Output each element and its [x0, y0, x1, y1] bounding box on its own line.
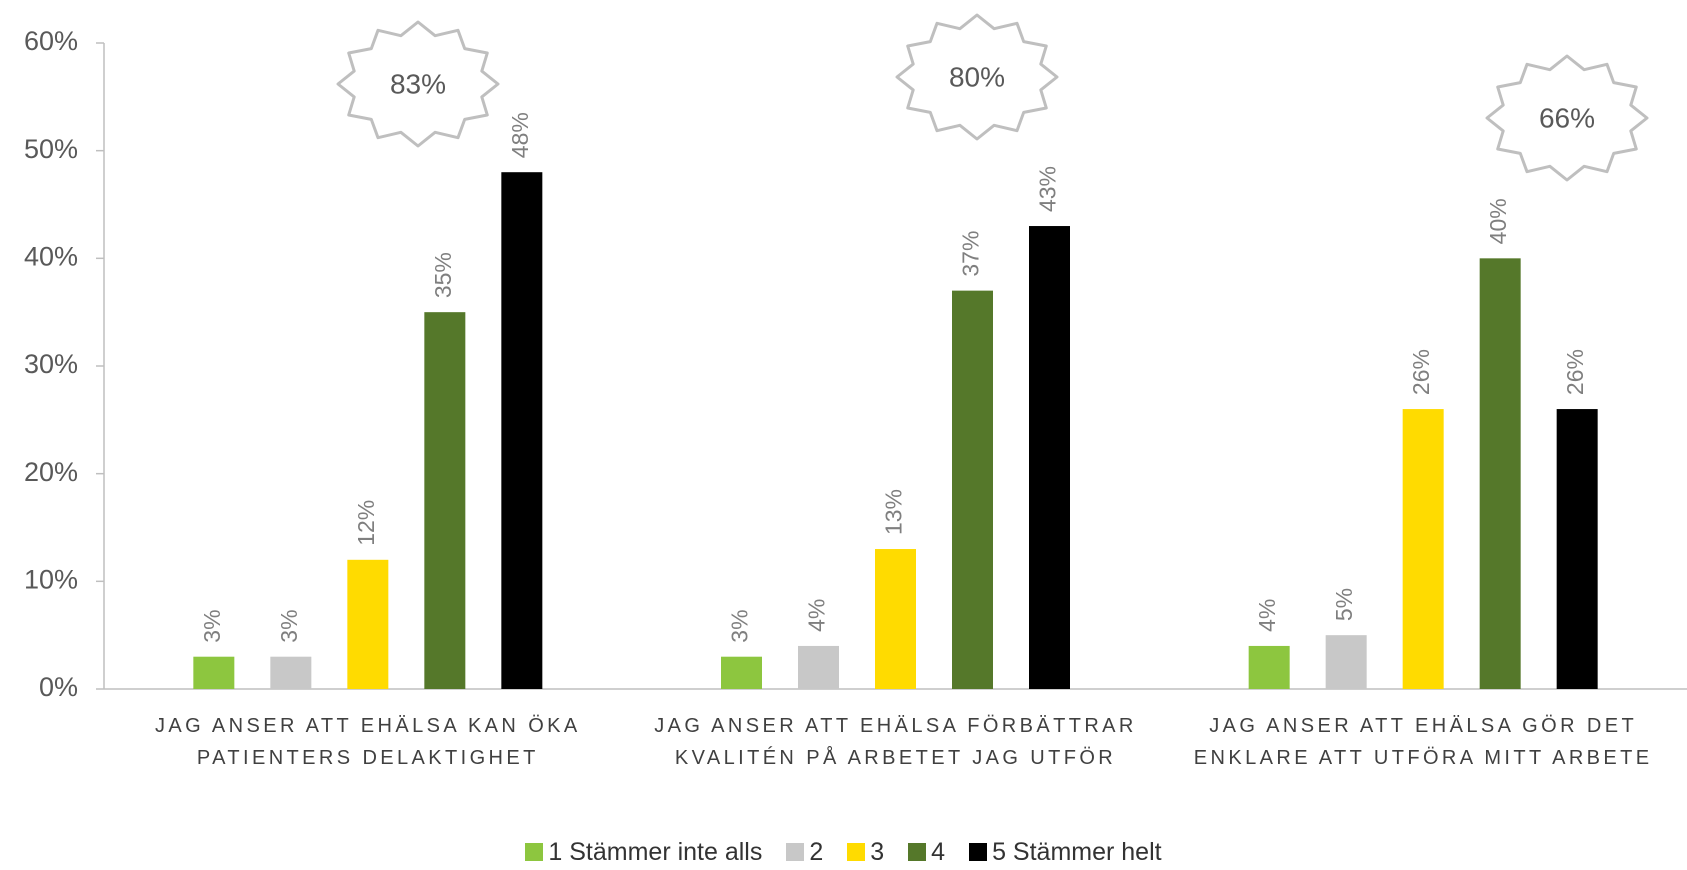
value-label: 35%: [430, 252, 456, 298]
x-tick-label: JAG ANSER ATT EHÄLSA GÖR DET ENKLARE ATT…: [1193, 715, 1653, 769]
annotation: 83%: [390, 68, 446, 99]
value-label: 26%: [1562, 349, 1588, 395]
legend-label: 1 Stämmer inte alls: [548, 838, 763, 866]
value-label: 3%: [727, 609, 753, 642]
value-label: 26%: [1408, 349, 1434, 395]
bar: [1479, 258, 1521, 689]
bar: [1248, 645, 1290, 689]
starburst: [1485, 54, 1649, 182]
legend-swatch: [969, 843, 988, 861]
bar: [193, 656, 235, 689]
bar: [798, 645, 839, 689]
annotation: 80%: [949, 61, 1005, 92]
y-tick-label: 0%: [39, 672, 78, 702]
bar: [424, 312, 466, 689]
y-tick-label: 20%: [24, 457, 78, 487]
bar: [721, 656, 762, 689]
annotation: 66%: [1539, 102, 1595, 133]
legend-swatch: [525, 843, 544, 861]
x-tick-label: JAG ANSER ATT EHÄLSA KAN ÖKA PATIENTERS …: [154, 715, 581, 769]
value-label: 43%: [1035, 166, 1061, 212]
legend-label: 4: [931, 838, 946, 866]
value-label: 48%: [507, 112, 533, 158]
y-tick-label: 60%: [24, 26, 78, 56]
value-label: 3%: [276, 609, 302, 642]
y-tick-label: 30%: [24, 349, 78, 379]
legend-item: 4: [908, 838, 945, 867]
legend-swatch: [908, 843, 927, 861]
value-label: 5%: [1331, 588, 1357, 621]
legend-label: 5 Stämmer helt: [992, 838, 1162, 866]
value-label: 37%: [958, 231, 984, 277]
y-tick-label: 50%: [24, 134, 78, 164]
bar: [1556, 409, 1598, 689]
value-label: 3%: [199, 609, 225, 642]
starburst: [336, 20, 500, 148]
value-label: 40%: [1485, 198, 1511, 244]
legend-swatch: [786, 843, 805, 861]
legend: 1 Stämmer inte alls 2 3 4 5 Stämmer helt: [0, 838, 1687, 867]
legend-label: 3: [870, 838, 885, 866]
legend-item: 2: [786, 838, 823, 867]
value-label: 12%: [353, 500, 379, 546]
y-tick-label: 40%: [24, 241, 78, 271]
legend-label: 2: [809, 838, 824, 866]
legend-item: 5 Stämmer helt: [969, 838, 1162, 867]
bar: [347, 559, 389, 689]
bar: [501, 172, 543, 689]
value-label: 13%: [881, 489, 907, 535]
x-tick-label: JAG ANSER ATT EHÄLSA FÖRBÄTTRAR KVALITÉN…: [654, 715, 1137, 769]
bar: [875, 549, 916, 689]
value-label: 4%: [804, 599, 830, 632]
legend-item: 3: [847, 838, 884, 867]
bar: [1402, 409, 1444, 689]
value-label: 4%: [1254, 599, 1280, 632]
bar: [952, 290, 993, 689]
starburst: [895, 13, 1059, 141]
legend-swatch: [847, 843, 866, 861]
bar: [1029, 226, 1070, 690]
bar: [1325, 635, 1367, 689]
legend-item: 1 Stämmer inte alls: [525, 838, 762, 867]
bar: [270, 656, 312, 689]
y-tick-label: 10%: [24, 564, 78, 594]
